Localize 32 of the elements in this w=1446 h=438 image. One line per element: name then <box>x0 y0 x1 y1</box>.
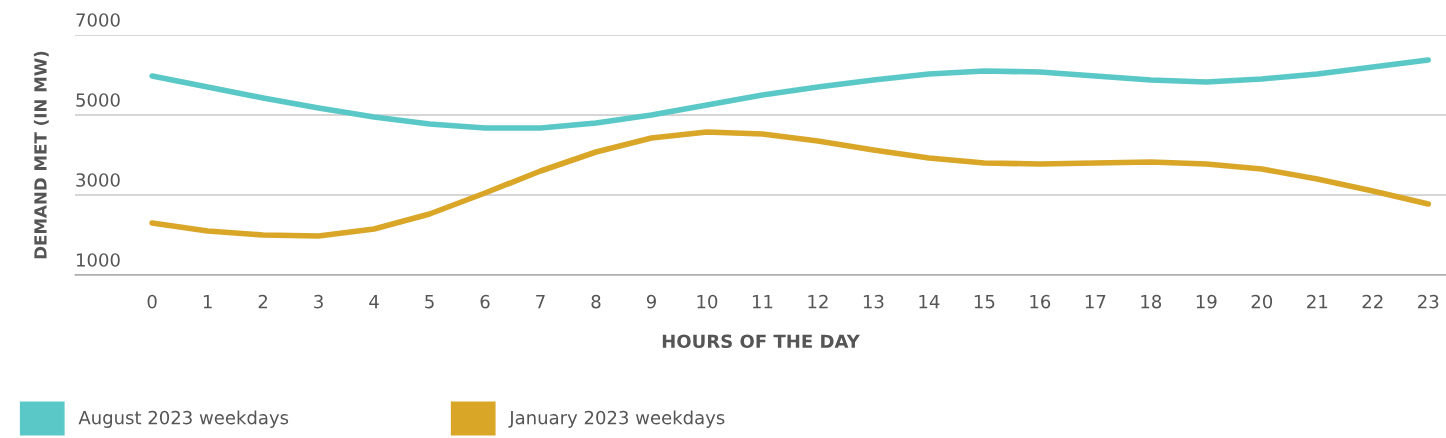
x-tick-label: 20 <box>1251 294 1273 309</box>
x-tick-label: 2 <box>258 294 268 309</box>
x-tick-label: 22 <box>1362 294 1383 309</box>
x-tick-label: 3 <box>314 294 323 309</box>
legend-label: August 2023 weekdays <box>78 410 289 428</box>
x-tick-label: 21 <box>1307 294 1328 309</box>
x-tick-label: 1 <box>203 295 212 309</box>
x-tick-label: 11 <box>752 295 773 309</box>
x-tick-label: 18 <box>1141 294 1162 309</box>
y-axis-title: DEMAND MET (IN MW) <box>33 51 49 259</box>
x-tick-label: 13 <box>863 294 884 309</box>
y-tick-label: 3000 <box>76 173 120 187</box>
x-tick-label: 12 <box>808 294 828 309</box>
x-tick-label: 19 <box>1196 294 1217 309</box>
x-tick-label: 6 <box>480 294 490 309</box>
x-tick-label: 15 <box>974 295 995 309</box>
x-tick-label: 0 <box>147 294 157 309</box>
x-tick-label: 10 <box>697 294 718 309</box>
x-tick-label: 9 <box>646 294 656 309</box>
y-tick-label: 5000 <box>76 93 120 107</box>
x-tick-label: 14 <box>919 295 940 309</box>
x-tick-label: 8 <box>591 294 601 309</box>
y-tick-label: 1000 <box>76 253 120 267</box>
x-tick-label: 16 <box>1030 294 1051 309</box>
x-tick-label: 7 <box>536 295 545 309</box>
x-axis-title: HOURS OF THE DAY <box>662 334 860 349</box>
y-tick-label: 7000 <box>76 13 120 27</box>
x-tick-label: 5 <box>425 295 434 309</box>
x-tick-label: 23 <box>1418 294 1439 309</box>
x-tick-label: 4 <box>369 295 379 309</box>
legend-label: January 2023 weekdays <box>508 410 725 428</box>
x-tick-label: 17 <box>1085 295 1106 309</box>
